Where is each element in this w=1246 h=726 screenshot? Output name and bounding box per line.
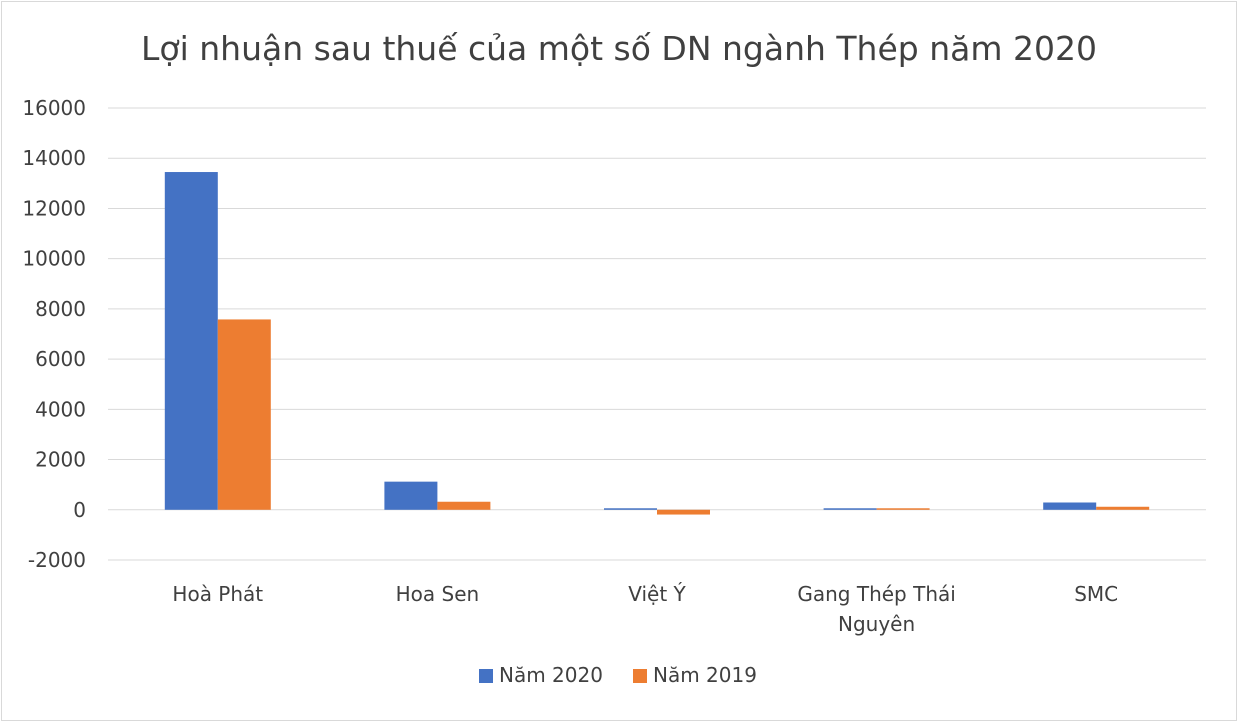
bar-năm-2020-2 xyxy=(604,508,657,510)
y-tick-label: 0 xyxy=(73,498,86,522)
y-tick-label: 16000 xyxy=(22,96,86,120)
legend-swatch xyxy=(479,669,493,683)
bar-năm-2020-4 xyxy=(1043,502,1097,510)
y-axis-tick-labels: -2000 0 2000 4000 6000 8000 10000 12000 14000 160… xyxy=(22,96,86,572)
x-category-label: Hoà Phát xyxy=(172,582,263,606)
x-axis-category-labels: Hoà Phát Hoa Sen Việt Ý Gang Thép Thái Nguyê… xyxy=(172,582,1118,636)
bar-năm-2019-0 xyxy=(217,319,271,510)
y-tick-label: 2000 xyxy=(35,448,86,472)
legend-label: Năm 2020 xyxy=(499,663,603,687)
bar-năm-2019-2 xyxy=(657,509,710,515)
x-category-label: Nguyên xyxy=(838,612,915,636)
y-tick-label: 14000 xyxy=(22,146,86,170)
legend-label: Năm 2019 xyxy=(653,663,757,687)
y-tick-label: 10000 xyxy=(22,247,86,271)
legend: Năm 2020 Năm 2019 xyxy=(479,663,757,687)
x-category-label: Gang Thép Thái xyxy=(797,582,955,606)
x-category-label: Hoa Sen xyxy=(396,582,480,606)
legend-swatch xyxy=(633,669,647,683)
bar-năm-2020-1 xyxy=(384,481,438,510)
y-tick-label: 8000 xyxy=(35,297,86,321)
bar-năm-2019-4 xyxy=(1096,506,1150,510)
y-tick-label: 4000 xyxy=(35,397,86,421)
bar-năm-2020-0 xyxy=(164,172,218,510)
y-tick-label: 12000 xyxy=(22,196,86,220)
bar-năm-2019-3 xyxy=(876,508,930,510)
bar-năm-2019-1 xyxy=(437,501,491,510)
x-category-label: Việt Ý xyxy=(628,582,686,606)
x-category-label: SMC xyxy=(1074,582,1118,606)
bar-năm-2020-3 xyxy=(823,508,877,510)
chart-title: Lợi nhuận sau thuế của một số DN ngành T… xyxy=(141,29,1097,68)
bars xyxy=(164,172,1150,515)
y-tick-label: 6000 xyxy=(35,347,86,371)
y-tick-label: -2000 xyxy=(28,548,86,572)
gridlines xyxy=(108,107,1206,561)
